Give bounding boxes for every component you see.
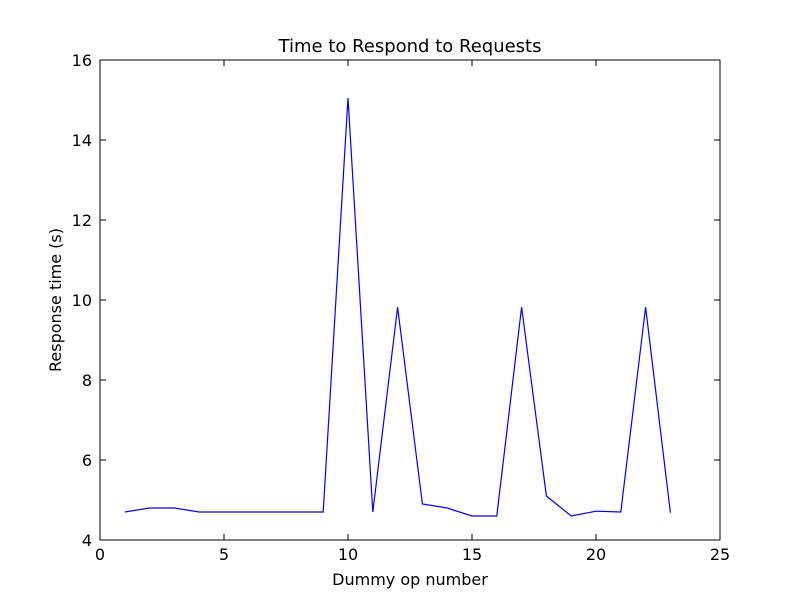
series-layer bbox=[124, 97, 671, 517]
y-tick-label: 12 bbox=[72, 211, 92, 230]
y-tick-label: 4 bbox=[82, 531, 92, 550]
x-tick-label: 15 bbox=[462, 545, 482, 564]
x-tick-label: 25 bbox=[710, 545, 730, 564]
y-tick-label: 6 bbox=[82, 451, 92, 470]
y-tick-label: 16 bbox=[72, 51, 92, 70]
y-tick-label: 14 bbox=[72, 131, 92, 150]
x-tick-label: 10 bbox=[338, 545, 358, 564]
ticks-layer: 0 5 10 15 20 25 4 6 8 10 12 14 16 bbox=[72, 51, 731, 564]
y-axis-label: Response time (s) bbox=[46, 228, 65, 372]
x-axis-label: Dummy op number bbox=[332, 570, 488, 589]
x-tick-label: 0 bbox=[95, 545, 105, 564]
y-tick-label: 10 bbox=[72, 291, 92, 310]
plot-frame bbox=[99, 59, 721, 541]
x-tick-label: 5 bbox=[219, 545, 229, 564]
x-tick-label: 20 bbox=[586, 545, 606, 564]
y-tick-label: 8 bbox=[82, 371, 92, 390]
chart-title: Time to Respond to Requests bbox=[278, 36, 542, 57]
series-line bbox=[124, 97, 671, 517]
